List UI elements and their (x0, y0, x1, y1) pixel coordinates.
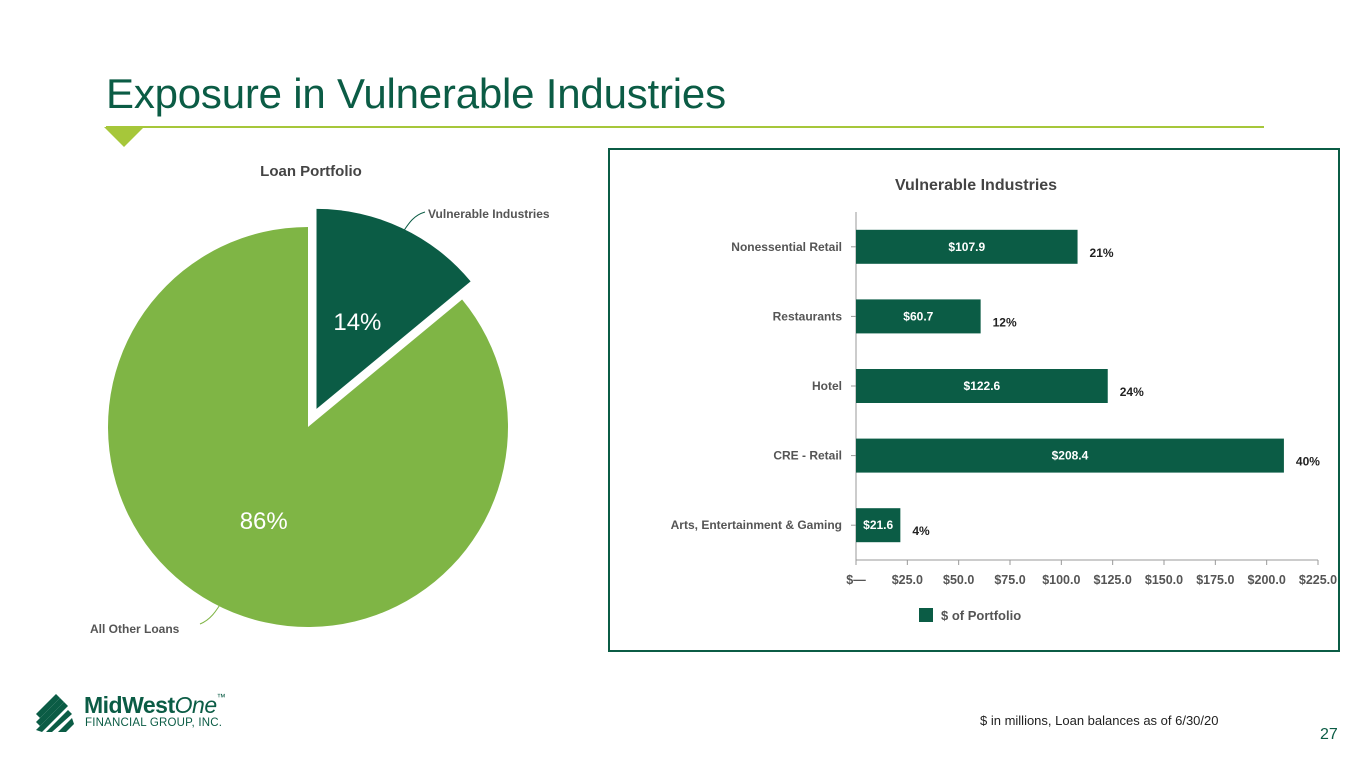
title-divider (106, 126, 1264, 128)
bar-percent-label: 24% (1120, 385, 1144, 399)
x-tick-label: $225.0 (1299, 573, 1337, 587)
legend-swatch (919, 608, 933, 622)
bar-percent-label: 21% (1090, 246, 1114, 260)
logo-subtitle: FINANCIAL GROUP, INC. (85, 717, 223, 729)
pie-slice-vulnerable-industries (316, 208, 471, 409)
logo-mark-icon (36, 694, 74, 732)
x-tick-label: $150.0 (1145, 573, 1183, 587)
bar-value-label: $60.7 (903, 309, 933, 323)
bar (856, 438, 1284, 473)
loan-portfolio-pie-chart: Loan Portfolio 14% 86% Vulnerable Industri… (90, 163, 550, 636)
pie-slice-value-label: 86% (240, 508, 288, 535)
bar-percent-label: 4% (912, 524, 930, 538)
category-label: Hotel (812, 379, 842, 393)
slide-title: Exposure in Vulnerable Industries (106, 70, 726, 117)
bar-value-label: $208.4 (1052, 449, 1089, 463)
logo-name-main: MidWest (84, 692, 175, 718)
x-tick-label: $100.0 (1042, 573, 1080, 587)
category-label: Nonessential Retail (731, 240, 842, 254)
company-logo: MidWestOne™ FINANCIAL GROUP, INC. (34, 690, 244, 736)
callout-line-vulnerable (397, 211, 426, 241)
logo-wordmark: MidWestOne™ (84, 692, 226, 719)
x-tick-label: $125.0 (1094, 573, 1132, 587)
logo-trademark: ™ (216, 692, 226, 702)
bar (856, 229, 1078, 264)
bar (856, 369, 1108, 403)
title-notch-triangle (104, 127, 144, 147)
bar-percent-label: 40% (1296, 455, 1320, 469)
logo-name-italic: One (174, 692, 217, 718)
bar-value-label: $21.6 (863, 518, 893, 532)
x-tick-label: $75.0 (994, 573, 1025, 587)
callout-line-other (199, 597, 225, 625)
pie-slice-all-other-loans (107, 227, 508, 627)
x-tick-label: $175.0 (1196, 573, 1234, 587)
footnote: $ in millions, Loan balances as of 6/30/… (980, 713, 1219, 728)
pie-chart-title: Loan Portfolio (260, 163, 362, 180)
bar-percent-label: 12% (993, 315, 1017, 329)
category-label: Restaurants (773, 309, 843, 323)
pie-callout-label: All Other Loans (90, 622, 180, 636)
bar-value-label: $122.6 (964, 379, 1001, 393)
pie-callout-label: Vulnerable Industries (428, 207, 550, 221)
legend-label: $ of Portfolio (941, 608, 1021, 623)
page-number: 27 (1320, 726, 1338, 743)
category-label: Arts, Entertainment & Gaming (671, 518, 842, 532)
category-label: CRE - Retail (773, 449, 842, 463)
x-tick-label: $200.0 (1248, 573, 1286, 587)
x-tick-label: $— (846, 573, 866, 587)
vulnerable-industries-panel: Vulnerable Industries $— $25.0 $50.0 $75.0 $… (608, 148, 1340, 652)
bar (856, 299, 981, 334)
bar-chart-title: Vulnerable Industries (895, 177, 1057, 194)
pie-slice-value-label: 14% (333, 309, 381, 336)
x-tick-label: $50.0 (943, 573, 974, 587)
x-tick-label: $25.0 (892, 573, 923, 587)
bar-value-label: $107.9 (948, 240, 985, 254)
vulnerable-industries-bar-chart: Vulnerable Industries $— $25.0 $50.0 $75.0 $… (671, 177, 1338, 623)
bar (856, 508, 901, 543)
